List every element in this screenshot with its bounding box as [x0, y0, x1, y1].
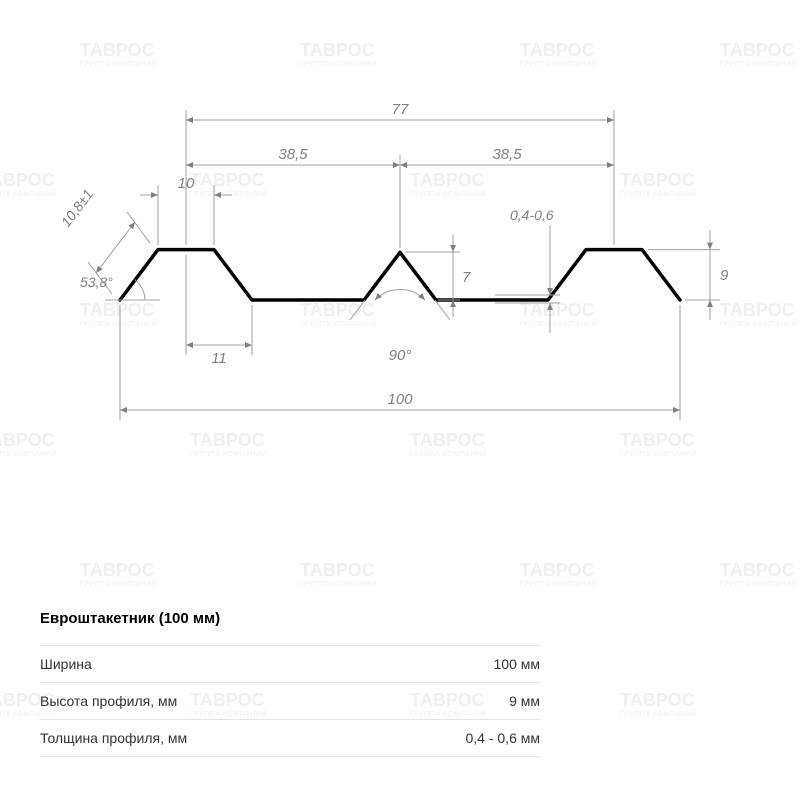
spec-label: Ширина	[40, 656, 92, 672]
dim-left-angle: 53,8°	[80, 274, 113, 290]
dim-left-edge: 10,8±1	[58, 186, 96, 230]
dim-top-flat: 10	[178, 175, 195, 192]
watermark: ТАВРОСГРУППА КОМПАНИЙ	[620, 690, 697, 718]
dim-bottom-flat: 11	[211, 350, 227, 367]
spec-value: 0,4 - 0,6 мм	[465, 730, 540, 746]
watermark: ТАВРОСГРУППА КОМПАНИЙ	[300, 560, 377, 588]
spec-label: Толщина профиля, мм	[40, 730, 187, 746]
dim-right-height: 9	[720, 267, 729, 284]
spec-value: 9 мм	[509, 693, 540, 709]
spec-label: Высота профиля, мм	[40, 693, 177, 709]
dim-center-angle: 90°	[389, 347, 412, 364]
spec-value: 100 мм	[494, 656, 541, 672]
spec-title: Евроштакетник (100 мм)	[40, 610, 220, 627]
profile-line	[120, 250, 680, 300]
dim-total-width: 100	[387, 391, 413, 408]
technical-diagram: 100 77 38,5 38,5 10 11 10,8±1 53,8° 90° …	[40, 30, 760, 480]
watermark: ТАВРОСГРУППА КОМПАНИЙ	[80, 560, 157, 588]
dim-center-height: 7	[462, 269, 471, 286]
spec-row: Ширина 100 мм	[40, 645, 540, 682]
dim-half-right: 38,5	[492, 146, 522, 163]
watermark: ТАВРОСГРУППА КОМПАНИЙ	[720, 560, 797, 588]
dim-upper-width: 77	[392, 101, 409, 118]
watermark: ТАВРОСГРУППА КОМПАНИЙ	[520, 560, 597, 588]
dim-half-left: 38,5	[278, 146, 308, 163]
spec-table: Ширина 100 мм Высота профиля, мм 9 мм То…	[40, 645, 540, 757]
spec-row: Высота профиля, мм 9 мм	[40, 682, 540, 719]
dim-thickness: 0,4-0,6	[510, 207, 554, 223]
spec-row: Толщина профиля, мм 0,4 - 0,6 мм	[40, 719, 540, 757]
